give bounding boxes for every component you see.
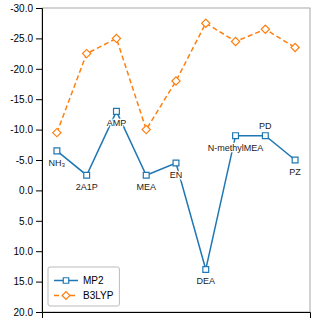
series-marker <box>231 37 239 45</box>
y-tick-label: 10.0 <box>14 246 34 257</box>
y-tick-label: -20.0 <box>10 64 33 75</box>
y-tick: 0.0 <box>19 185 42 196</box>
annotation: N-methylMEA <box>208 143 264 153</box>
y-tick: 10.0 <box>14 246 42 257</box>
chart: 20.0 15.0 10.0 5.0 0.0 -5.0 -10.0 -15.0 -20.0 -25… <box>0 0 320 320</box>
series-marker <box>292 157 298 163</box>
series-marker <box>203 267 209 273</box>
legend-box <box>48 267 119 306</box>
legend-items: MP2 B3LYP <box>54 275 114 301</box>
legend-label: B3LYP <box>83 290 114 301</box>
y-tick-mark <box>36 190 42 191</box>
y-tick: -5.0 <box>16 155 42 166</box>
y-tick-label: -15.0 <box>10 94 33 105</box>
y-tick-label: -30.0 <box>10 3 33 14</box>
series-marker <box>173 160 179 166</box>
annotation: PD <box>259 121 272 131</box>
x-axis <box>43 313 311 319</box>
series-marker <box>53 129 61 137</box>
y-tick-mark <box>36 38 42 39</box>
series-line <box>57 111 295 269</box>
y-tick-mark <box>36 160 42 161</box>
y-tick-label: 0.0 <box>19 185 33 196</box>
annotations: NH₃ 2A1P AMP MEA EN DEA N-methylMEA PD PZ <box>49 118 302 286</box>
series-marker <box>143 172 149 178</box>
y-tick-label: 5.0 <box>19 216 33 227</box>
series-marker <box>202 19 210 27</box>
y-tick-mark <box>36 69 42 70</box>
y-tick-label: -5.0 <box>16 155 34 166</box>
annotation: AMP <box>107 118 127 128</box>
y-tick: 20.0 <box>14 307 42 318</box>
y-tick-label: -25.0 <box>10 33 33 44</box>
series-marker <box>233 133 239 139</box>
annotation: PZ <box>289 167 301 177</box>
series-marker <box>54 148 60 154</box>
annotation: EN <box>170 170 183 180</box>
y-tick: 5.0 <box>19 216 42 227</box>
y-tick: -10.0 <box>10 124 42 135</box>
plot-frame <box>42 8 310 312</box>
series-marker <box>262 133 268 139</box>
y-tick-mark <box>36 251 42 252</box>
y-tick-mark <box>36 99 42 100</box>
y-axis: 20.0 15.0 10.0 5.0 0.0 -5.0 -10.0 -15.0 -20.0 -25… <box>10 3 42 318</box>
y-tick-label: 20.0 <box>14 307 34 318</box>
series-line <box>57 23 295 132</box>
legend-swatch-marker <box>62 292 70 300</box>
y-tick: -20.0 <box>10 64 42 75</box>
y-tick: 15.0 <box>14 276 42 287</box>
legend-swatch-marker <box>63 278 68 283</box>
x-axis-line <box>43 313 311 319</box>
y-tick-mark <box>36 282 42 283</box>
legend-item: B3LYP <box>54 290 114 301</box>
y-axis-line <box>36 9 43 313</box>
series-marker <box>84 172 90 178</box>
y-tick-mark <box>36 312 42 313</box>
legend-item: MP2 <box>54 275 104 286</box>
series-marker <box>112 34 120 42</box>
y-tick: -25.0 <box>10 33 42 44</box>
legend: MP2 B3LYP <box>48 267 119 306</box>
series-marker <box>172 77 180 85</box>
y-tick: -30.0 <box>10 3 42 14</box>
series-marker <box>291 43 299 51</box>
y-tick-label: -10.0 <box>10 124 33 135</box>
plot-area: 20.0 15.0 10.0 5.0 0.0 -5.0 -10.0 -15.0 -20.0 -25… <box>10 3 310 318</box>
annotation: NH₃ <box>49 158 66 168</box>
annotation: DEA <box>197 276 216 286</box>
y-tick-mark <box>36 130 42 131</box>
y-tick-mark <box>36 221 42 222</box>
series-marker <box>83 49 91 57</box>
y-tick-mark <box>36 8 42 9</box>
y-tick: -15.0 <box>10 94 42 105</box>
series-marker <box>142 125 150 133</box>
annotation: 2A1P <box>76 182 98 192</box>
legend-label: MP2 <box>83 275 104 286</box>
marks <box>53 19 299 272</box>
y-tick-label: 15.0 <box>14 276 34 287</box>
series-marker <box>261 25 269 33</box>
series-marker <box>114 108 120 114</box>
annotation: MEA <box>136 182 156 192</box>
